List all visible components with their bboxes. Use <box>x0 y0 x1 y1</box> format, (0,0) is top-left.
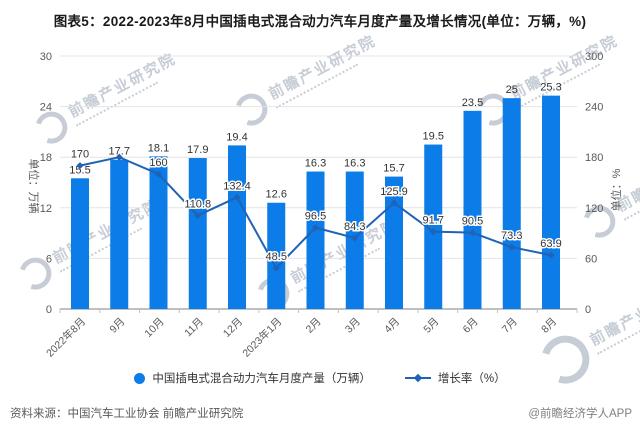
line-value-label: 110.8 <box>184 199 211 211</box>
x-axis-category-label: 3月 <box>343 316 363 336</box>
line-value-label: 132.4 <box>223 180 251 192</box>
line-point-marker <box>390 199 398 207</box>
x-axis-category-label: 2023年1月 <box>240 315 285 360</box>
line-point-marker <box>115 153 123 161</box>
bar <box>306 171 325 309</box>
line-point-marker <box>311 224 320 232</box>
right-axis-tick-label: 60 <box>585 253 597 265</box>
x-axis-category-label: 9月 <box>107 316 127 336</box>
bar <box>385 176 403 309</box>
x-axis-category-label: 10月 <box>142 316 166 340</box>
x-axis-category-label: 2022年8月 <box>43 315 88 360</box>
line-point-marker <box>154 170 163 178</box>
bar-value-label: 16.3 <box>344 158 365 170</box>
x-axis-category-label: 6月 <box>461 316 481 336</box>
line-value-label: 63.9 <box>540 238 561 250</box>
bar <box>149 156 168 309</box>
line-value-label: 84.3 <box>344 221 365 233</box>
bar <box>110 159 129 309</box>
bar <box>71 178 89 309</box>
line-value-label: 125.9 <box>380 186 408 198</box>
line-point-marker <box>194 212 202 220</box>
bar-value-label: 18.1 <box>148 142 169 154</box>
bar-value-label: 23.5 <box>462 97 483 109</box>
bar-value-label: 16.3 <box>305 158 326 170</box>
right-axis-tick-label: 0 <box>585 304 591 316</box>
bar <box>267 202 286 309</box>
x-axis-category-label: 11月 <box>182 316 206 340</box>
credit-note: @前瞻经济学人APP <box>528 408 632 420</box>
line-value-label: 91.7 <box>423 215 444 227</box>
right-axis-tick-label: 300 <box>585 51 603 63</box>
left-axis-tick-label: 12 <box>40 203 52 215</box>
left-axis-tick-label: 24 <box>40 102 52 114</box>
line-point-marker <box>429 228 437 236</box>
line-value-label: 48.5 <box>266 251 287 263</box>
bar <box>463 110 482 309</box>
x-axis-category-label: 12月 <box>221 316 245 340</box>
line-value-label: 96.5 <box>305 211 326 223</box>
x-axis-category-label: 8月 <box>539 316 559 336</box>
bar <box>502 98 521 310</box>
bar <box>188 158 207 309</box>
legend-line-label: 增长率（%） <box>437 373 506 385</box>
diamond-marker-icon <box>413 373 423 383</box>
right-axis-tick-label: 120 <box>585 203 603 215</box>
bar-series-swatch-icon <box>134 372 146 384</box>
left-axis-title: 单位：万辆 <box>27 159 41 214</box>
bar <box>424 144 443 309</box>
left-axis-tick-label: 0 <box>46 304 52 316</box>
line-value-label: 160 <box>149 157 167 169</box>
left-axis-tick-label: 6 <box>46 253 52 265</box>
line-point-marker <box>233 193 241 201</box>
line-point-marker <box>508 243 516 251</box>
bar-value-label: 25 <box>506 84 518 96</box>
bar-value-label: 17.7 <box>109 146 130 158</box>
right-axis-title: 单位：% <box>609 168 623 211</box>
bar-value-label: 15.7 <box>383 163 404 175</box>
line-point-marker <box>351 234 359 242</box>
line-point-marker <box>547 251 555 259</box>
bar-value-label: 15.5 <box>69 164 90 176</box>
chart-title: 图表5：2022-2023年8月中国插电式混合动力汽车月度产量及增长情况(单位：… <box>53 14 587 29</box>
x-axis-category-label: 5月 <box>421 316 441 336</box>
bar-value-label: 25.3 <box>540 82 561 94</box>
line-point-marker <box>468 229 477 237</box>
bar <box>542 95 560 310</box>
line-value-label: 73.3 <box>501 230 522 242</box>
line-series-swatch-icon <box>404 373 431 383</box>
data-source-note: 资料来源：中国汽车工业协会 前瞻产业研究院 <box>10 408 244 420</box>
line-value-label: 90.5 <box>462 216 483 228</box>
bar <box>228 145 246 309</box>
x-axis-category-label: 7月 <box>500 316 520 336</box>
left-axis-tick-label: 18 <box>40 152 52 164</box>
right-axis-tick-label: 180 <box>585 152 603 164</box>
bar-value-label: 12.6 <box>266 189 287 201</box>
bar-value-label: 19.5 <box>423 131 444 143</box>
legend-item-production: 中国插电式混合动力汽车月度产量（万辆） <box>134 370 371 386</box>
bar-value-label: 19.4 <box>226 131 247 143</box>
x-axis-category-label: 4月 <box>382 316 402 336</box>
line-point-marker <box>272 264 280 272</box>
bar-value-label: 17.9 <box>187 144 208 156</box>
chart-legend: 中国插电式混合动力汽车月度产量（万辆） 增长率（%） <box>0 370 640 386</box>
left-axis-tick-label: 30 <box>40 51 52 63</box>
legend-bar-label: 中国插电式混合动力汽车月度产量（万辆） <box>152 373 371 385</box>
line-value-label: 170 <box>71 149 89 161</box>
legend-item-growth: 增长率（%） <box>404 370 506 386</box>
right-axis-tick-label: 240 <box>585 102 603 114</box>
x-axis-category-label: 2月 <box>304 316 324 336</box>
line-point-marker <box>76 162 84 170</box>
